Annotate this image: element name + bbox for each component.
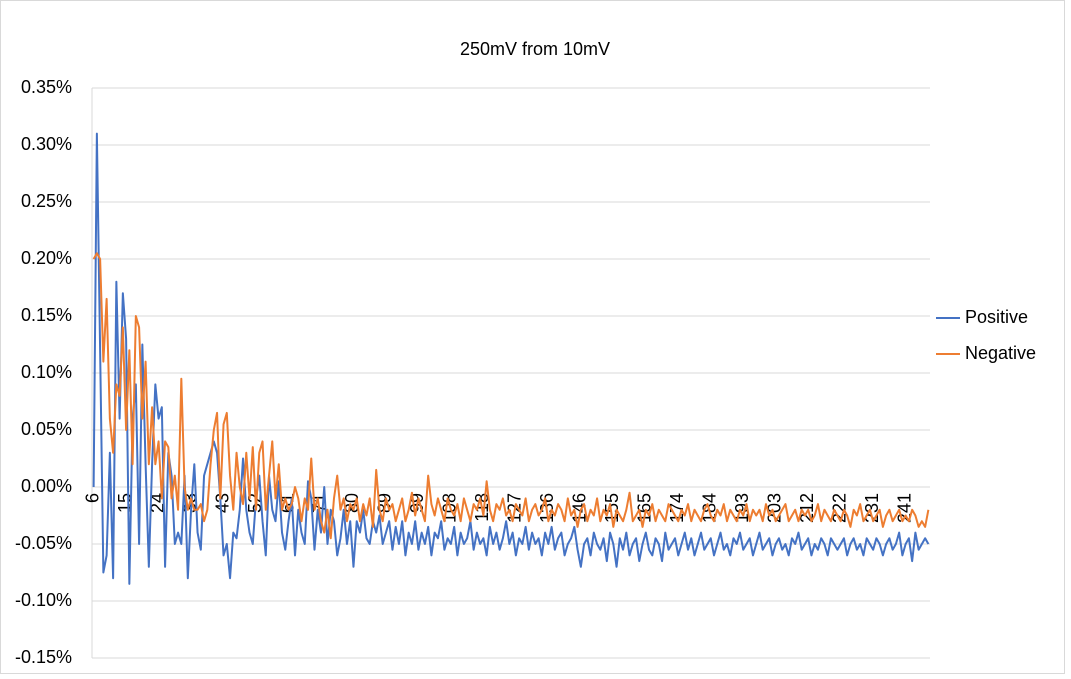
series-line — [92, 132, 930, 585]
legend-label: Positive — [965, 307, 1028, 327]
y-tick-label: 0.00% — [21, 476, 72, 496]
chart-title: 250mV from 10mV — [460, 39, 610, 59]
y-tick-label: 0.15% — [21, 305, 72, 325]
y-tick-label: 0.05% — [21, 419, 72, 439]
series-line — [92, 252, 930, 540]
x-tick-label: 241 — [894, 493, 914, 523]
x-tick-label: 212 — [797, 493, 817, 523]
y-tick-label: 0.20% — [21, 248, 72, 268]
y-tick-label: 0.25% — [21, 191, 72, 211]
x-tick-label: 43 — [212, 493, 232, 513]
y-tick-label: 0.10% — [21, 362, 72, 382]
y-tick-label: -0.15% — [15, 647, 72, 667]
x-tick-label: 6 — [82, 493, 102, 503]
x-tick-label: 193 — [732, 493, 752, 523]
legend-label: Negative — [965, 343, 1036, 363]
y-tick-label: 0.35% — [21, 77, 72, 97]
y-tick-label: -0.10% — [15, 590, 72, 610]
x-tick-label: 222 — [829, 493, 849, 523]
y-tick-label: -0.05% — [15, 533, 72, 553]
x-tick-label: 174 — [667, 493, 687, 523]
y-tick-label: 0.30% — [21, 134, 72, 154]
